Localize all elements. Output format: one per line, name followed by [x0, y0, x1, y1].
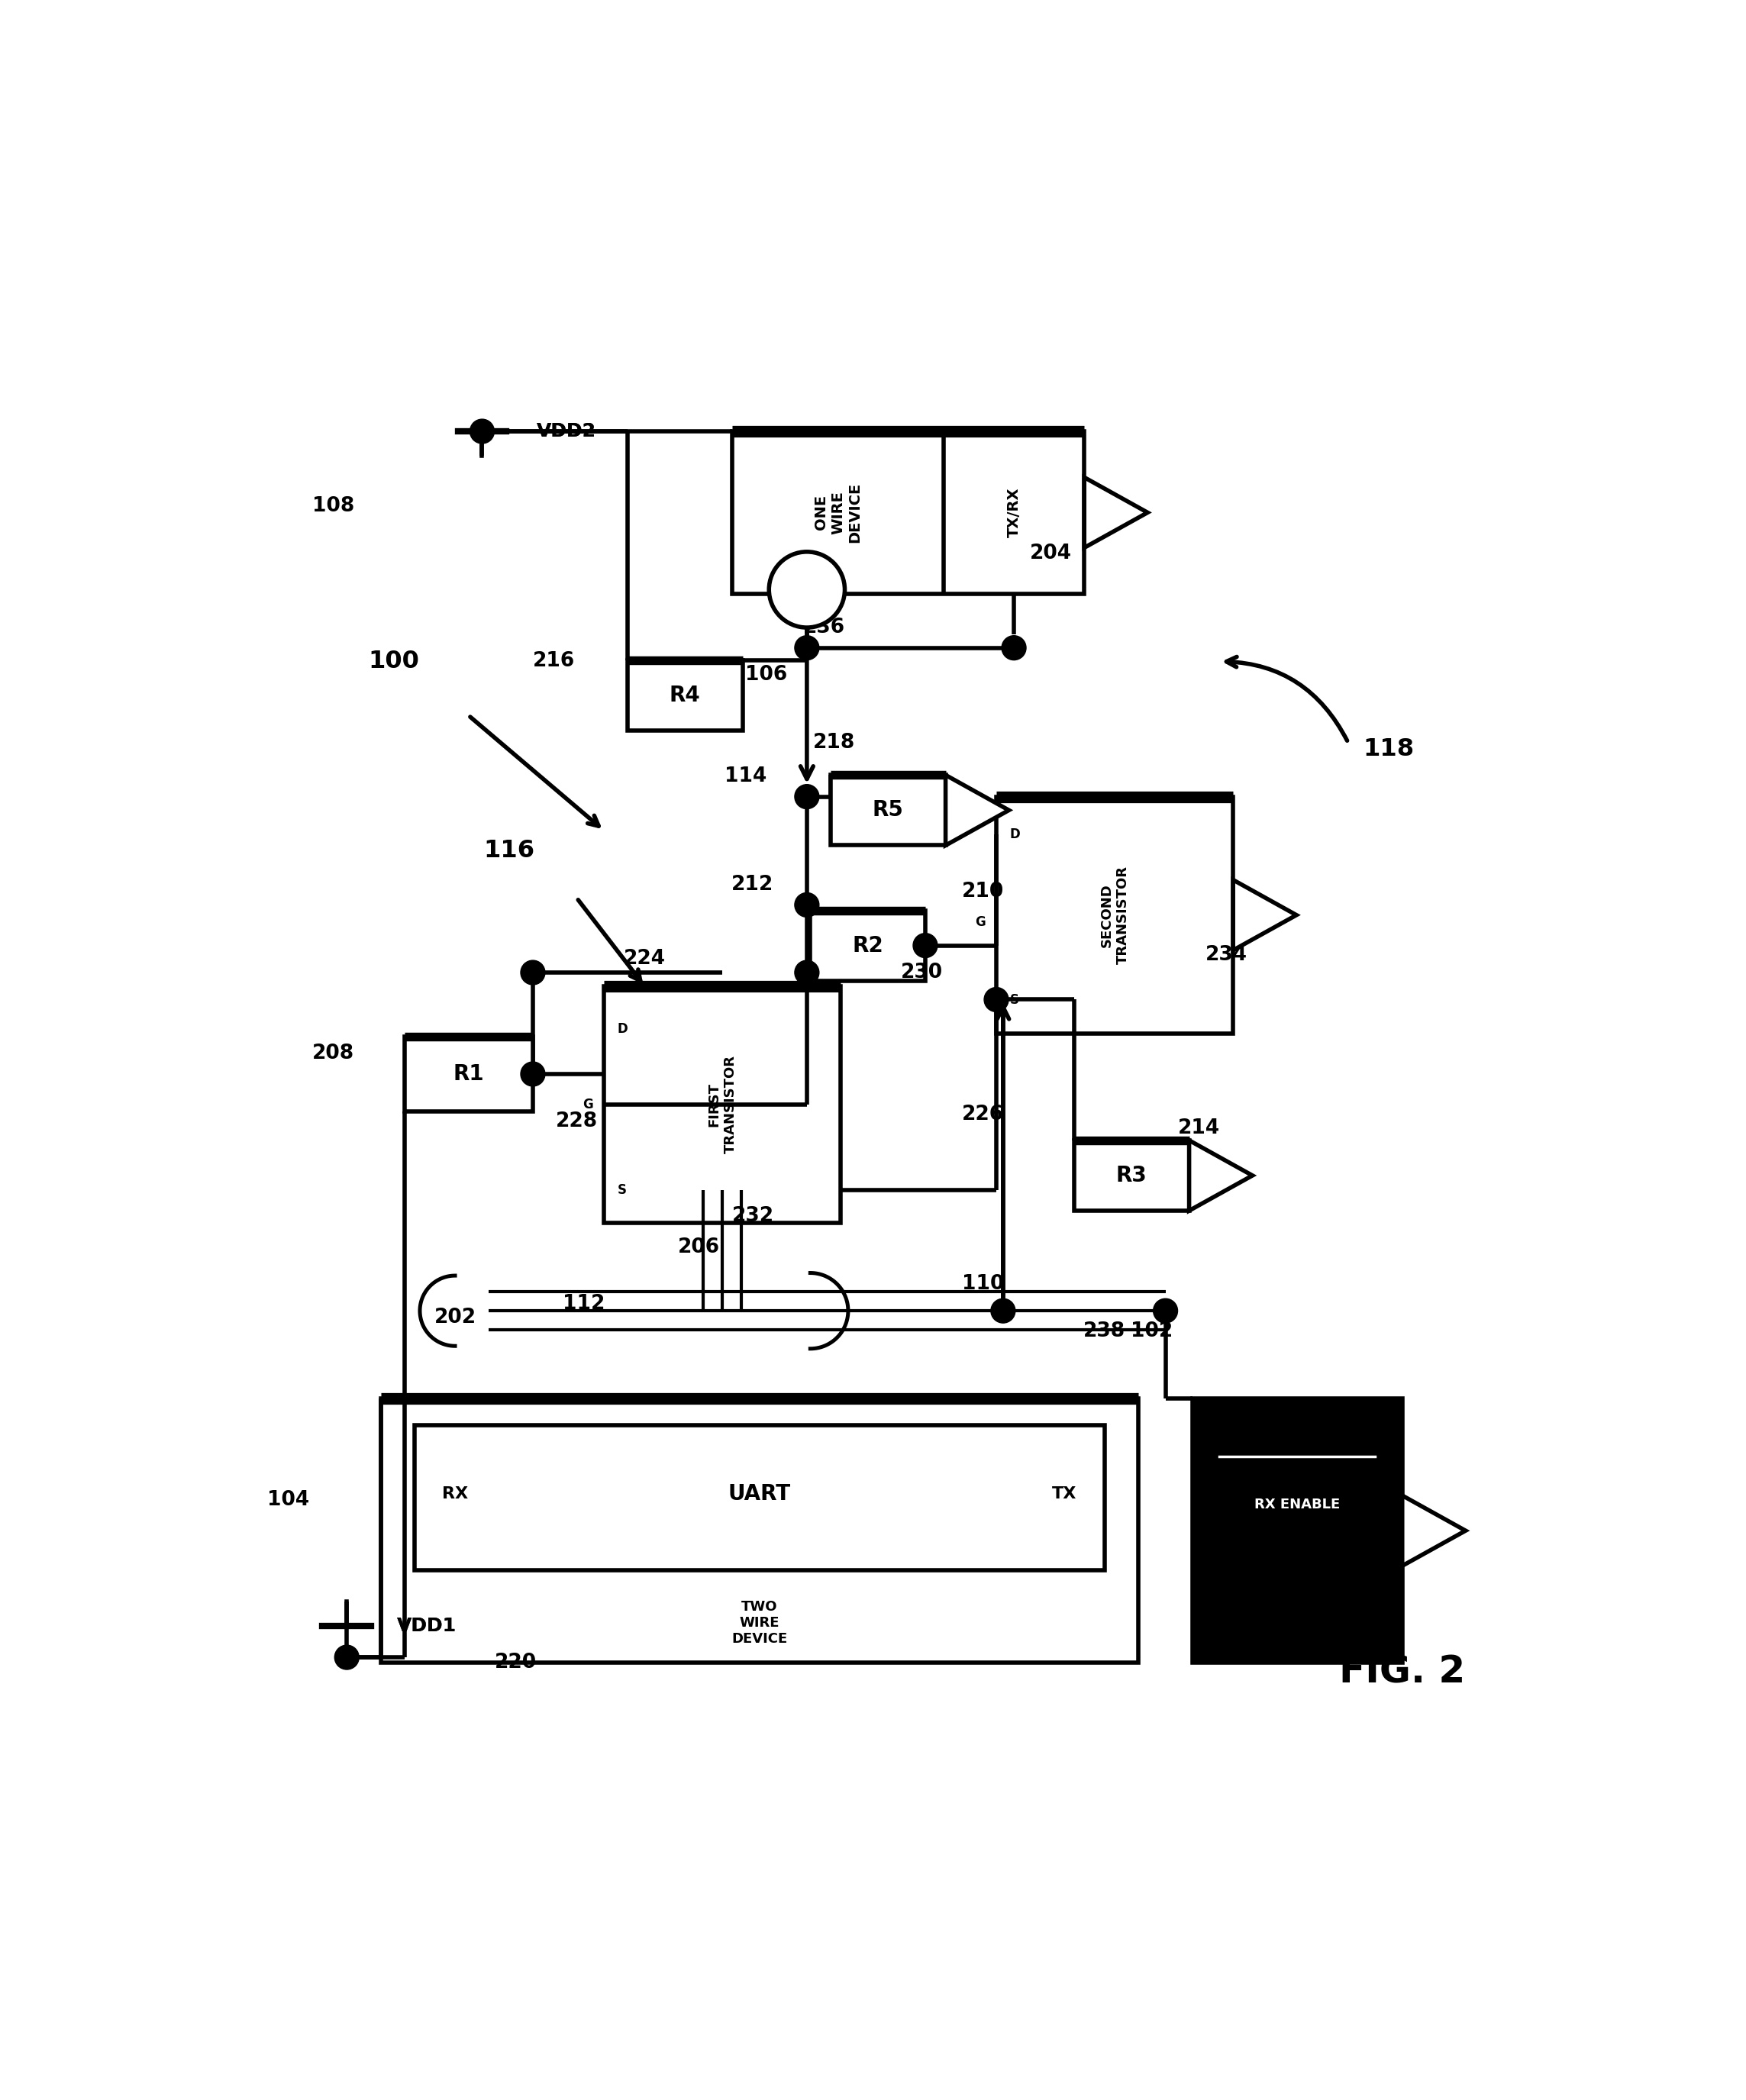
Text: 104: 104 — [267, 1491, 309, 1510]
Circle shape — [992, 1298, 1014, 1323]
Text: 228: 228 — [555, 1111, 597, 1132]
Text: 100: 100 — [368, 649, 419, 674]
Text: D: D — [618, 1023, 629, 1035]
Text: R3: R3 — [1116, 1166, 1147, 1186]
Bar — [414, 1426, 1105, 1571]
Circle shape — [520, 960, 545, 985]
Text: 208: 208 — [313, 1044, 354, 1065]
Circle shape — [520, 1063, 545, 1086]
Text: 212: 212 — [732, 876, 773, 895]
Circle shape — [794, 960, 819, 985]
Text: 108: 108 — [313, 496, 354, 517]
Text: 236: 236 — [803, 617, 845, 638]
Circle shape — [768, 552, 845, 628]
Bar — [1193, 1399, 1402, 1663]
Text: 220: 220 — [494, 1653, 538, 1672]
Polygon shape — [1402, 1495, 1465, 1567]
Text: TX: TX — [1051, 1487, 1076, 1502]
Text: 224: 224 — [623, 949, 665, 968]
Text: FIG. 2: FIG. 2 — [1339, 1653, 1465, 1691]
Text: RX: RX — [442, 1487, 468, 1502]
Text: R2: R2 — [852, 934, 883, 956]
Circle shape — [794, 892, 819, 918]
Text: RX ENABLE: RX ENABLE — [1255, 1497, 1341, 1512]
Text: R4: R4 — [669, 685, 700, 706]
Text: S: S — [618, 1182, 627, 1197]
Text: 118: 118 — [1364, 737, 1414, 760]
Text: 226: 226 — [962, 1105, 1004, 1124]
Text: TX/RX: TX/RX — [1007, 487, 1021, 538]
Circle shape — [913, 932, 938, 958]
Text: R5: R5 — [873, 800, 904, 821]
Bar — [810, 909, 925, 981]
Bar — [831, 775, 946, 846]
Text: 216: 216 — [533, 651, 574, 672]
Text: 214: 214 — [1179, 1117, 1220, 1138]
Text: VDD2: VDD2 — [536, 422, 595, 441]
Text: 238: 238 — [1084, 1321, 1126, 1342]
Text: VDD1: VDD1 — [396, 1617, 456, 1636]
Text: 112: 112 — [562, 1294, 604, 1315]
Circle shape — [1002, 636, 1027, 659]
Bar — [627, 659, 742, 731]
Text: R1: R1 — [452, 1063, 484, 1086]
Text: VDD1: VDD1 — [396, 1617, 456, 1636]
Text: G: G — [974, 916, 985, 928]
Circle shape — [335, 1644, 360, 1670]
Text: S: S — [1009, 993, 1020, 1008]
Text: 202: 202 — [435, 1308, 477, 1327]
Text: 116: 116 — [484, 840, 534, 863]
Text: UART: UART — [728, 1483, 791, 1504]
Text: ONE
WIRE
DEVICE: ONE WIRE DEVICE — [814, 483, 863, 542]
Text: 204: 204 — [1030, 544, 1072, 563]
Circle shape — [470, 420, 494, 443]
Polygon shape — [1084, 477, 1147, 548]
Text: 114: 114 — [725, 767, 766, 785]
Text: 210: 210 — [962, 882, 1004, 901]
Text: SECOND
TRANSISTOR: SECOND TRANSISTOR — [1100, 865, 1130, 964]
Circle shape — [985, 987, 1009, 1012]
Bar — [604, 987, 842, 1222]
Text: 106: 106 — [746, 666, 787, 685]
Text: 102: 102 — [1131, 1321, 1173, 1342]
Text: TWO
WIRE
DEVICE: TWO WIRE DEVICE — [732, 1600, 787, 1646]
Text: D: D — [1009, 827, 1020, 842]
Text: 206: 206 — [677, 1237, 719, 1258]
Circle shape — [794, 785, 819, 808]
Polygon shape — [946, 775, 1009, 846]
Text: 232: 232 — [732, 1205, 773, 1226]
Text: G: G — [583, 1098, 594, 1111]
Bar — [381, 1399, 1138, 1663]
Bar — [405, 1037, 533, 1111]
Polygon shape — [1189, 1140, 1252, 1212]
Polygon shape — [1233, 880, 1297, 949]
Text: FIRST
TRANSISTOR: FIRST TRANSISTOR — [707, 1054, 737, 1153]
Bar — [997, 796, 1233, 1033]
Bar — [733, 430, 1084, 594]
Bar — [1074, 1140, 1189, 1212]
Text: 230: 230 — [901, 962, 943, 983]
Text: 110: 110 — [962, 1275, 1004, 1294]
Circle shape — [794, 636, 819, 659]
Circle shape — [1154, 1298, 1177, 1323]
Text: VDD2: VDD2 — [536, 422, 595, 441]
Text: 234: 234 — [1205, 945, 1247, 964]
Text: 218: 218 — [814, 733, 856, 752]
